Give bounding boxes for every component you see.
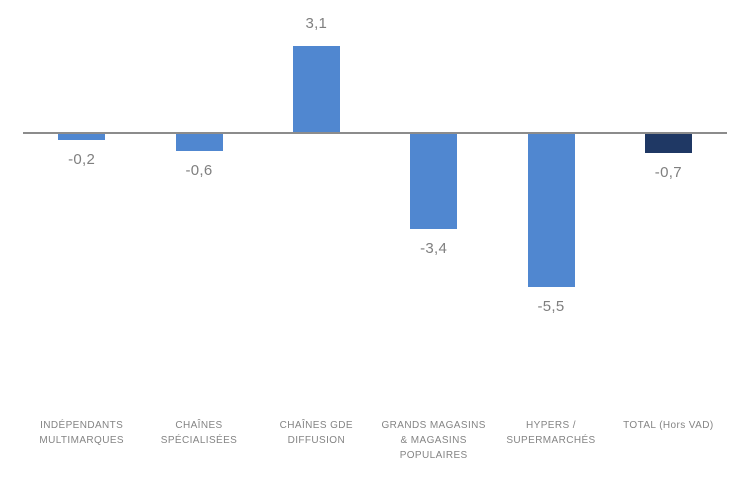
bar	[58, 134, 106, 140]
category-label-line: SUPERMARCHÉS	[506, 435, 596, 446]
category-label-line: GRANDS MAGASINS	[381, 420, 486, 431]
x-axis-line	[23, 132, 727, 134]
category-label: CHAÎNES GDE DIFFUSION	[250, 418, 382, 448]
bar	[292, 45, 340, 132]
category-label-line: HYPERS /	[526, 420, 576, 431]
value-label: -0,2	[68, 150, 96, 168]
category-label: GRANDS MAGASINS & MAGASINS POPULAIRES	[368, 418, 500, 463]
value-label: -0,7	[654, 164, 682, 182]
category-label: TOTAL (Hors VAD)	[602, 418, 734, 433]
category-label: CHAÎNES SPÉCIALISÉES	[133, 418, 265, 448]
category-label-line: & MAGASINS	[400, 435, 467, 446]
bar	[644, 134, 692, 154]
category-label-line: MULTIMARQUES	[39, 435, 124, 446]
category-label-line: CHAÎNES	[175, 420, 223, 431]
value-label: 3,1	[305, 14, 328, 32]
category-label-line: POPULAIRES	[399, 450, 468, 461]
value-label: -0,6	[185, 161, 213, 179]
category-label: HYPERS / SUPERMARCHÉS	[485, 418, 617, 448]
bar	[527, 134, 575, 287]
bar	[410, 134, 458, 229]
category-label-line: SPÉCIALISÉES	[160, 435, 238, 446]
value-label: -5,5	[537, 297, 565, 315]
category-label: INDÉPENDANTS MULTIMARQUES	[16, 418, 148, 448]
category-label-line: CHAÎNES GDE	[279, 420, 353, 431]
category-label-line: DIFFUSION	[287, 435, 346, 446]
bar	[175, 134, 223, 151]
category-label-line: INDÉPENDANTS	[40, 420, 124, 431]
category-label-line: TOTAL (Hors VAD)	[623, 420, 714, 431]
value-label: -3,4	[420, 239, 448, 257]
